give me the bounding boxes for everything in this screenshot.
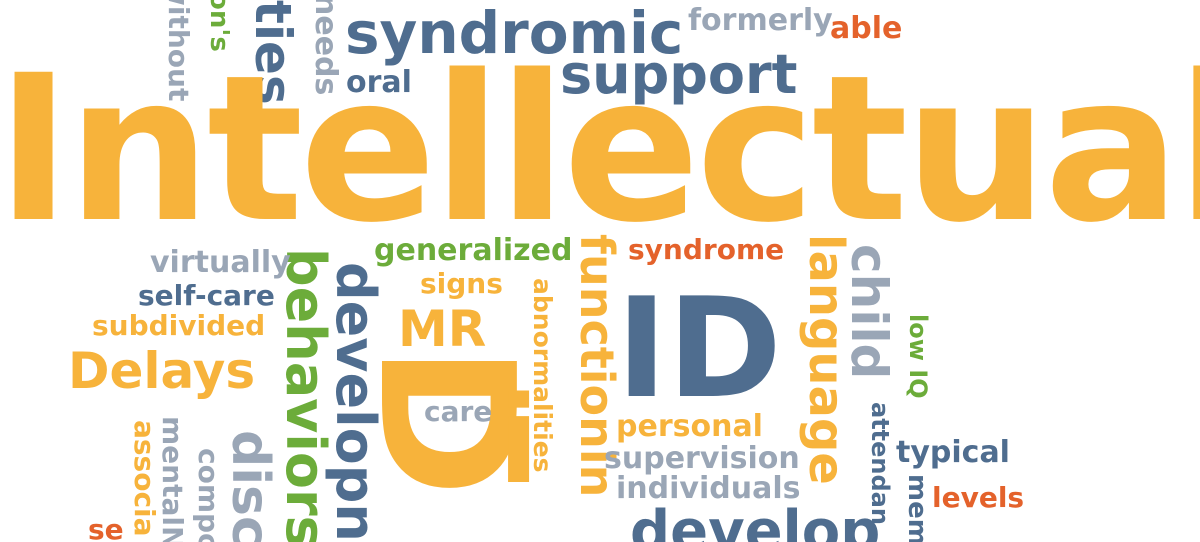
word-low-iq: low IQ (904, 314, 932, 399)
word-formerly: formerly (688, 3, 833, 38)
word-mem: mem (902, 474, 932, 542)
word-support: support (560, 43, 798, 106)
word-syndromic: syndromic (345, 0, 684, 67)
word-levels: levels (932, 481, 1025, 514)
word-generalized: generalized (374, 233, 573, 268)
word-develop-bottom: develop (630, 499, 881, 542)
word-big-i: i (498, 372, 540, 511)
word-self-care: self-care (138, 279, 275, 312)
word-compo: compo (192, 448, 225, 542)
word-syndrome: syndrome (628, 233, 785, 266)
word-subdivided: subdivided (92, 309, 266, 342)
word-able: able (830, 11, 903, 46)
word-associa: associa (128, 420, 161, 537)
word-intellectual: Intellectual (0, 31, 1200, 267)
word-virtually: virtually (150, 245, 291, 280)
word-typical: typical (896, 435, 1010, 470)
word-disc: disc (220, 430, 280, 542)
word-oral: oral (346, 65, 412, 100)
word-delays: Delays (68, 342, 256, 400)
word-mr: MR (398, 300, 487, 358)
word-care: care (424, 395, 493, 428)
word-supervision: supervision (604, 441, 800, 476)
word-personal: personal (616, 409, 763, 444)
word-id: ID (616, 268, 782, 429)
word-individuals: individuals (616, 471, 801, 506)
word-mental: mentalN (156, 416, 189, 542)
word-signs: signs (420, 267, 503, 300)
word-se: se (88, 513, 124, 542)
